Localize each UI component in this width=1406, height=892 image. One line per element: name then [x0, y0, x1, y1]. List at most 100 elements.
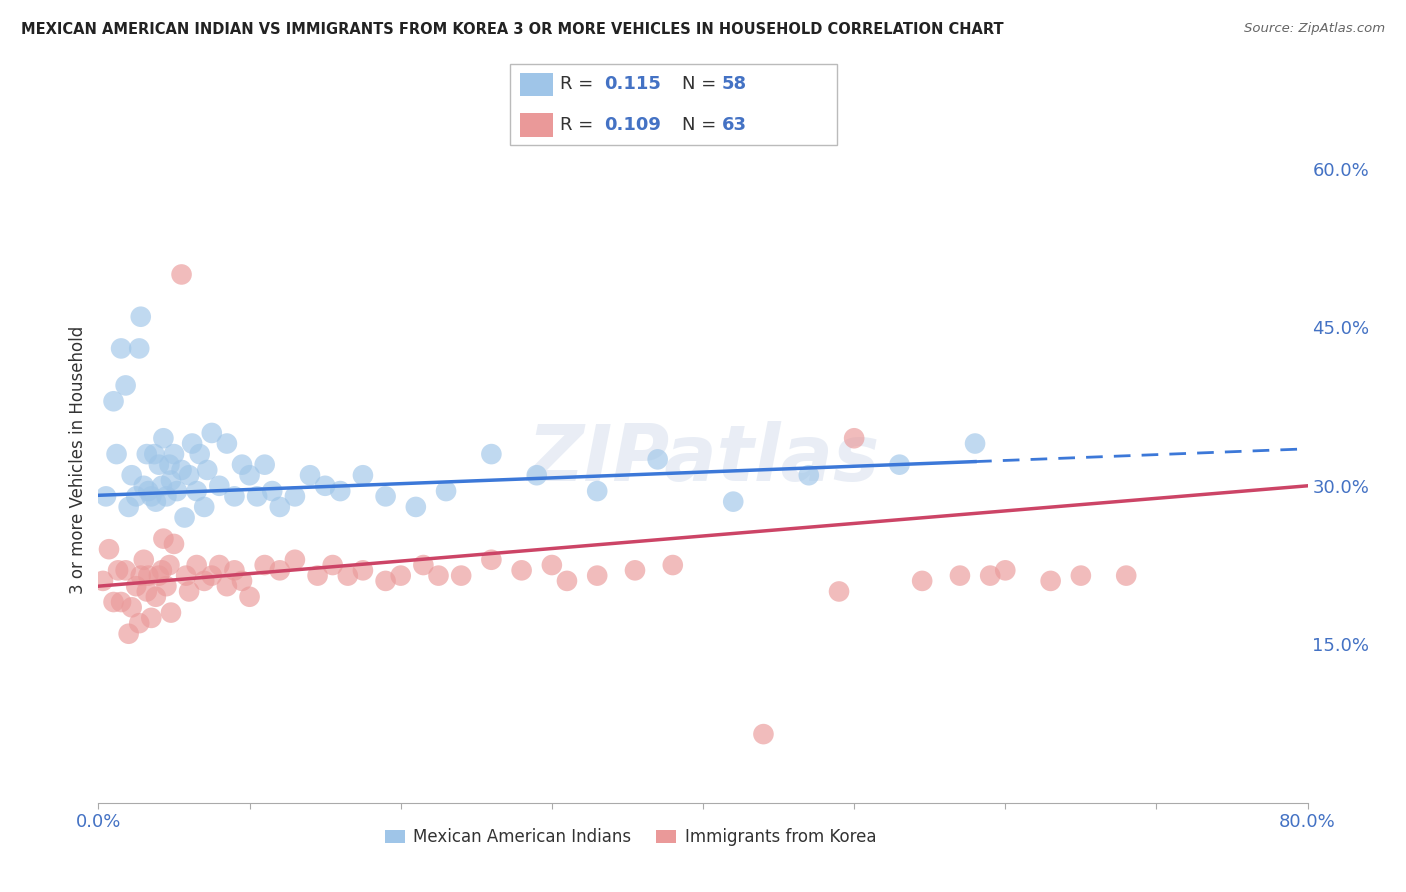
Point — [949, 568, 972, 582]
Point — [110, 595, 132, 609]
Point — [586, 568, 609, 582]
Text: 58: 58 — [723, 76, 747, 94]
Point — [352, 468, 374, 483]
Point — [145, 590, 167, 604]
Y-axis label: 3 or more Vehicles in Household: 3 or more Vehicles in Household — [69, 326, 87, 593]
Point — [797, 468, 820, 483]
Point — [103, 595, 125, 609]
Point — [170, 463, 193, 477]
Point — [128, 616, 150, 631]
Text: 63: 63 — [723, 116, 747, 134]
Point — [299, 468, 322, 483]
Point — [540, 558, 562, 572]
Point — [129, 310, 152, 324]
Point — [723, 494, 745, 508]
Point — [132, 479, 155, 493]
Point — [215, 579, 238, 593]
Point — [526, 468, 548, 483]
Point — [166, 484, 188, 499]
Point — [269, 500, 291, 514]
Point — [155, 579, 177, 593]
Point — [94, 489, 117, 503]
Point — [173, 510, 195, 524]
Point — [121, 468, 143, 483]
Point — [208, 479, 231, 493]
Point — [136, 568, 159, 582]
Point — [143, 447, 166, 461]
Point — [352, 563, 374, 577]
Point — [374, 574, 396, 588]
Point — [118, 500, 141, 514]
Point — [1070, 568, 1092, 582]
Point — [114, 563, 136, 577]
Point — [314, 479, 336, 493]
Text: 0.115: 0.115 — [605, 76, 661, 94]
Point — [135, 447, 157, 461]
Point — [107, 563, 129, 577]
Point — [201, 425, 224, 440]
Point — [889, 458, 911, 472]
Point — [179, 584, 201, 599]
Point — [193, 500, 215, 514]
Point — [911, 574, 934, 588]
Bar — [520, 72, 554, 96]
Point — [201, 568, 224, 582]
Point — [136, 484, 159, 499]
Point — [193, 574, 215, 588]
Point — [174, 568, 197, 582]
Point — [150, 479, 173, 493]
Point — [239, 590, 262, 604]
Point — [155, 489, 177, 503]
Point — [135, 584, 157, 599]
Point — [118, 626, 141, 640]
Text: R =: R = — [560, 76, 599, 94]
Point — [152, 431, 174, 445]
Point — [125, 489, 148, 503]
Point — [91, 574, 114, 588]
Point — [979, 568, 1001, 582]
Point — [170, 268, 193, 282]
FancyBboxPatch shape — [509, 64, 837, 145]
Point — [450, 568, 472, 582]
Point — [110, 342, 132, 356]
Point — [160, 474, 183, 488]
Point — [389, 568, 412, 582]
Point — [307, 568, 329, 582]
Point — [186, 558, 208, 572]
Point — [427, 568, 450, 582]
Point — [141, 489, 163, 503]
Point — [159, 558, 181, 572]
Point — [159, 458, 181, 472]
Point — [195, 463, 218, 477]
Text: MEXICAN AMERICAN INDIAN VS IMMIGRANTS FROM KOREA 3 OR MORE VEHICLES IN HOUSEHOLD: MEXICAN AMERICAN INDIAN VS IMMIGRANTS FR… — [21, 22, 1004, 37]
Point — [179, 468, 201, 483]
Point — [128, 342, 150, 356]
Point — [141, 611, 163, 625]
Point — [231, 574, 253, 588]
Point — [215, 436, 238, 450]
Point — [132, 553, 155, 567]
Point — [160, 606, 183, 620]
Point — [269, 563, 291, 577]
Point — [1115, 568, 1137, 582]
Point — [586, 484, 609, 499]
Point — [163, 537, 186, 551]
Point — [188, 447, 211, 461]
Point — [844, 431, 866, 445]
Point — [624, 563, 647, 577]
Point — [148, 568, 170, 582]
Text: R =: R = — [560, 116, 599, 134]
Point — [105, 447, 128, 461]
Point — [114, 378, 136, 392]
Point — [181, 436, 204, 450]
Point — [253, 458, 276, 472]
Point — [965, 436, 987, 450]
Point — [555, 574, 578, 588]
Text: Source: ZipAtlas.com: Source: ZipAtlas.com — [1244, 22, 1385, 36]
Point — [129, 568, 152, 582]
Point — [374, 489, 396, 503]
Point — [150, 563, 173, 577]
Point — [208, 558, 231, 572]
Point — [125, 579, 148, 593]
Point — [336, 568, 359, 582]
